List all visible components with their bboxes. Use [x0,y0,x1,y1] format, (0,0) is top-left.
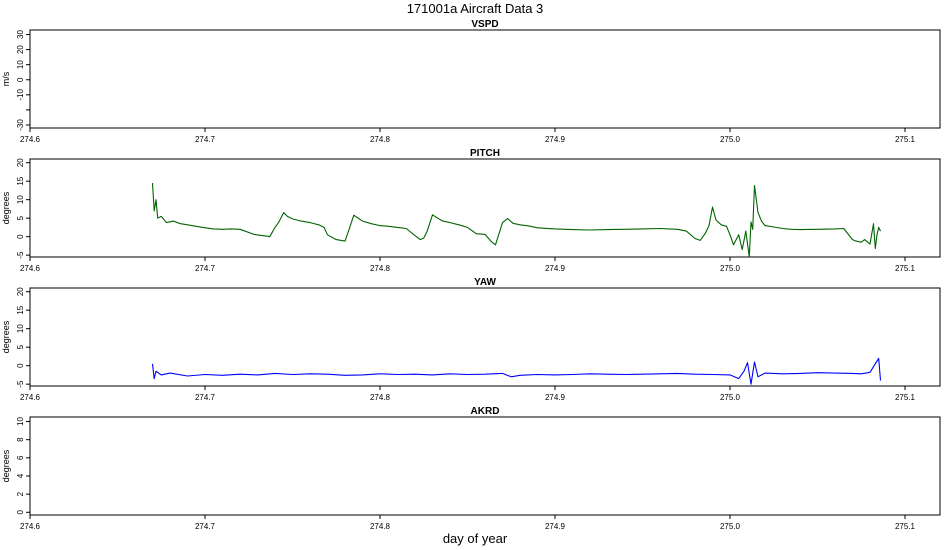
y-tick-label: 4 [16,473,25,478]
y-axis-label: degrees [1,320,11,353]
plot-frame [29,287,941,387]
y-axis-label: degrees [1,191,11,224]
series-line-pitch [151,182,881,258]
x-tick-label: 274.8 [370,393,391,402]
y-axis-label: degrees [1,449,11,482]
y-tick-label: 10 [16,60,25,69]
x-tick-label: 275.1 [895,135,916,144]
plot-frame [29,29,941,129]
x-tick-label: 274.7 [195,264,216,273]
x-tick-label: 274.7 [195,393,216,402]
panel-akrd: AKRD degrees 0 2 4 6 8 10 274.6 274.7 274.8 274.9 27… [1,406,941,531]
x-tick-label: 274.8 [370,135,391,144]
plot-frame [29,158,941,258]
panel-title: PITCH [470,148,500,159]
y-tick-label: 30 [16,30,25,39]
panel-title: VSPD [471,19,498,30]
x-tick-label: 274.9 [545,393,566,402]
y-tick-label: -5 [16,251,25,259]
y-tick-label: 10 [16,324,25,333]
y-tick-label: 5 [16,344,25,349]
x-tick-label: 274.7 [195,135,216,144]
x-tick-label: 274.9 [545,522,566,531]
x-tick-label: 275.0 [720,522,741,531]
x-tick-label: 275.0 [720,264,741,273]
y-tick-label: -5 [16,380,25,388]
y-tick-label: 0 [16,510,25,515]
x-tick-label: 274.7 [195,522,216,531]
x-tick-label: 274.9 [545,135,566,144]
y-tick-label: 0 [16,363,25,368]
y-tick-label: 5 [16,215,25,220]
panel-pitch: PITCH degrees -5 0 5 10 15 20 274.6 274.7 274.8 274… [1,148,941,273]
x-tick-label: 275.1 [895,393,916,402]
x-tick-label: 274.6 [20,135,41,144]
y-axis-label: m/s [1,71,11,86]
x-tick-label: 274.9 [545,264,566,273]
panel-vspd: VSPD m/s -30 -10 0 10 20 30 274.6 274.7 274.8 274.9… [1,19,941,144]
plot-frame [29,416,941,516]
y-tick-label: -30 [16,119,25,131]
y-tick-label: 20 [16,45,25,54]
x-tick-label: 275.1 [895,264,916,273]
x-tick-label: 274.8 [370,264,391,273]
panel-title: YAW [474,277,496,288]
x-tick-label: 274.8 [370,522,391,531]
x-tick-label: 275.0 [720,393,741,402]
x-axis-label: day of year [443,531,508,546]
x-tick-label: 274.6 [20,264,41,273]
y-tick-label: 0 [16,234,25,239]
panel-yaw: YAW degrees -5 0 5 10 15 20 274.6 274.7 274.8 274.9… [1,277,941,402]
y-tick-label: 20 [16,158,25,167]
y-tick-label: 10 [16,195,25,204]
y-tick-label: 8 [16,437,25,442]
y-tick-label: 0 [16,77,25,82]
y-tick-label: 20 [16,287,25,296]
y-tick-label: 2 [16,491,25,496]
figure-title: 171001a Aircraft Data 3 [407,1,544,16]
x-tick-label: 274.6 [20,393,41,402]
panel-title: AKRD [471,406,500,417]
y-tick-label: 10 [16,417,25,426]
y-tick-label: -10 [16,88,25,100]
series-line-yaw [151,357,882,385]
y-tick-label: 6 [16,455,25,460]
x-tick-label: 275.1 [895,522,916,531]
y-tick-label: 15 [16,176,25,185]
x-tick-label: 275.0 [720,135,741,144]
y-tick-label: 15 [16,305,25,314]
x-tick-label: 274.6 [20,522,41,531]
